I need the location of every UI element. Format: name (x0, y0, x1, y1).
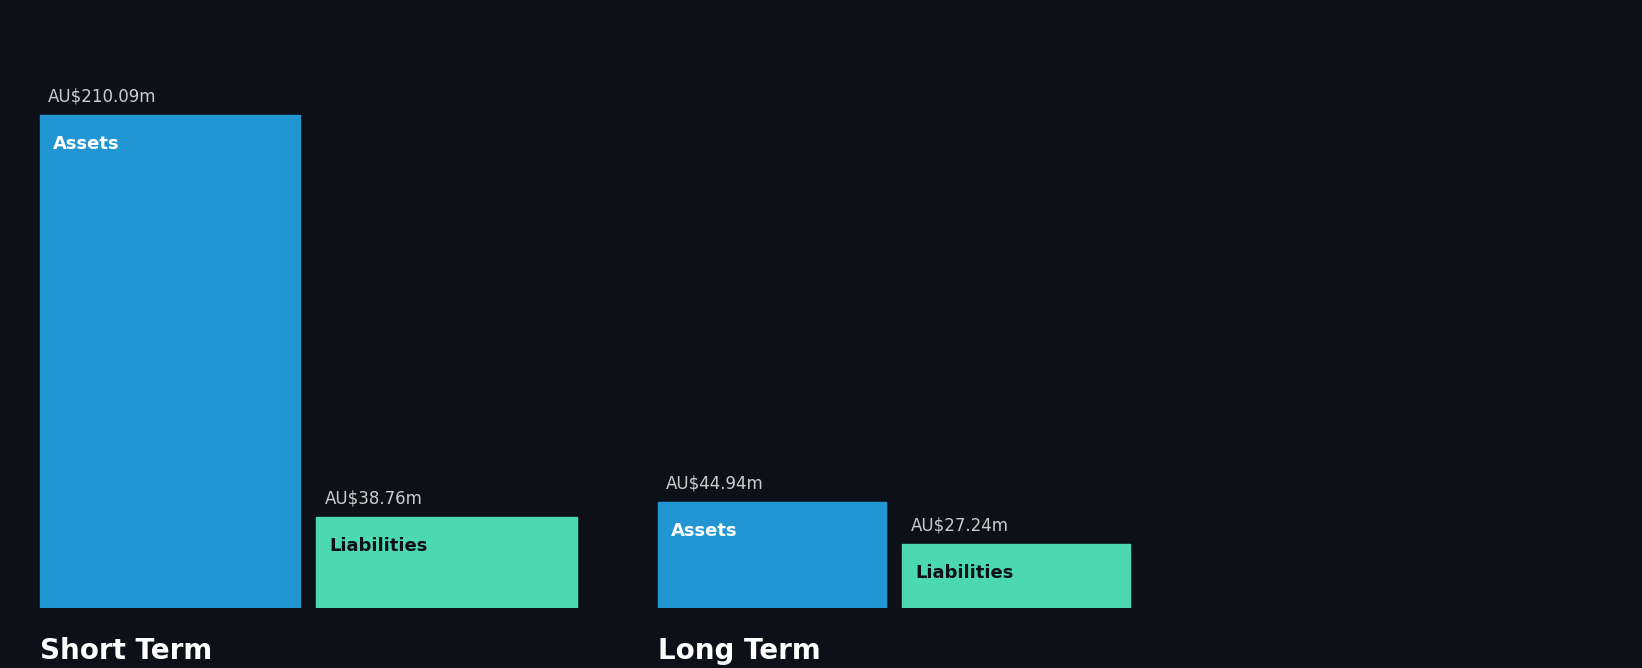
Text: Long Term: Long Term (658, 637, 821, 665)
Text: Assets: Assets (672, 522, 737, 540)
Text: Short Term: Short Term (39, 637, 212, 665)
Text: Liabilities: Liabilities (330, 536, 427, 554)
Text: Assets: Assets (53, 135, 120, 153)
Bar (317, 517, 576, 608)
Text: Liabilities: Liabilities (916, 564, 1013, 582)
Bar (658, 502, 887, 608)
Bar (39, 116, 300, 608)
Text: AU$210.09m: AU$210.09m (48, 88, 156, 106)
Text: AU$27.24m: AU$27.24m (911, 516, 1008, 534)
Text: AU$38.76m: AU$38.76m (325, 489, 422, 507)
Bar (903, 544, 1130, 608)
Text: AU$44.94m: AU$44.94m (667, 474, 764, 492)
